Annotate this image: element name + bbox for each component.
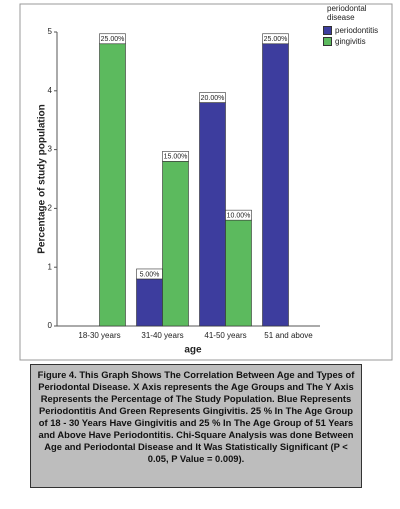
legend-label: periodontitis [335,26,379,35]
chart: Percentage of study population age 0 1 2 3 4… [19,3,393,361]
y-tick-label: 0 [48,321,53,330]
y-tick-label: 2 [48,204,53,213]
y-tick-label: 4 [48,86,53,95]
bar [225,219,252,327]
y-tick-label: 3 [48,145,53,154]
y-tick-label: 5 [48,27,53,36]
bar [99,43,126,327]
value-label: 25.00% [101,36,125,43]
value-label: 25.00% [264,36,288,43]
value-label-box [99,33,126,45]
value-label-box [162,151,189,162]
legend-swatch [323,26,332,35]
value-label: 15.00% [164,154,188,161]
legend: periodontal disease periodontitis gingivi… [323,4,395,48]
legend-title: periodontal disease [327,4,367,22]
x-tick-label: 18-30 years [78,331,120,340]
value-label-box [262,33,289,45]
value-label-box [199,92,226,103]
x-tick-label: 31-40 years [141,331,183,340]
value-label-box [225,209,252,221]
bar [136,278,163,327]
x-tick-label: 41-50 years [204,331,246,340]
legend-swatch [323,37,332,46]
bar [162,161,189,327]
value-label: 10.00% [227,213,251,220]
x-tick-label: 51 and above [264,331,313,340]
legend-item: periodontitis [323,26,395,35]
chart-frame [19,3,393,361]
value-label: 20.00% [201,95,225,102]
caption: Figure 4. This Graph Shows The Correlati… [30,364,362,488]
x-axis-label: age [184,345,202,356]
value-label: 5.00% [140,271,160,278]
legend-item: gingivitis [323,37,395,46]
y-axis-label: Percentage of study population [37,104,48,253]
bar [199,102,226,327]
y-tick-label: 1 [48,262,53,271]
legend-label: gingivitis [335,37,366,46]
bar [262,43,289,327]
